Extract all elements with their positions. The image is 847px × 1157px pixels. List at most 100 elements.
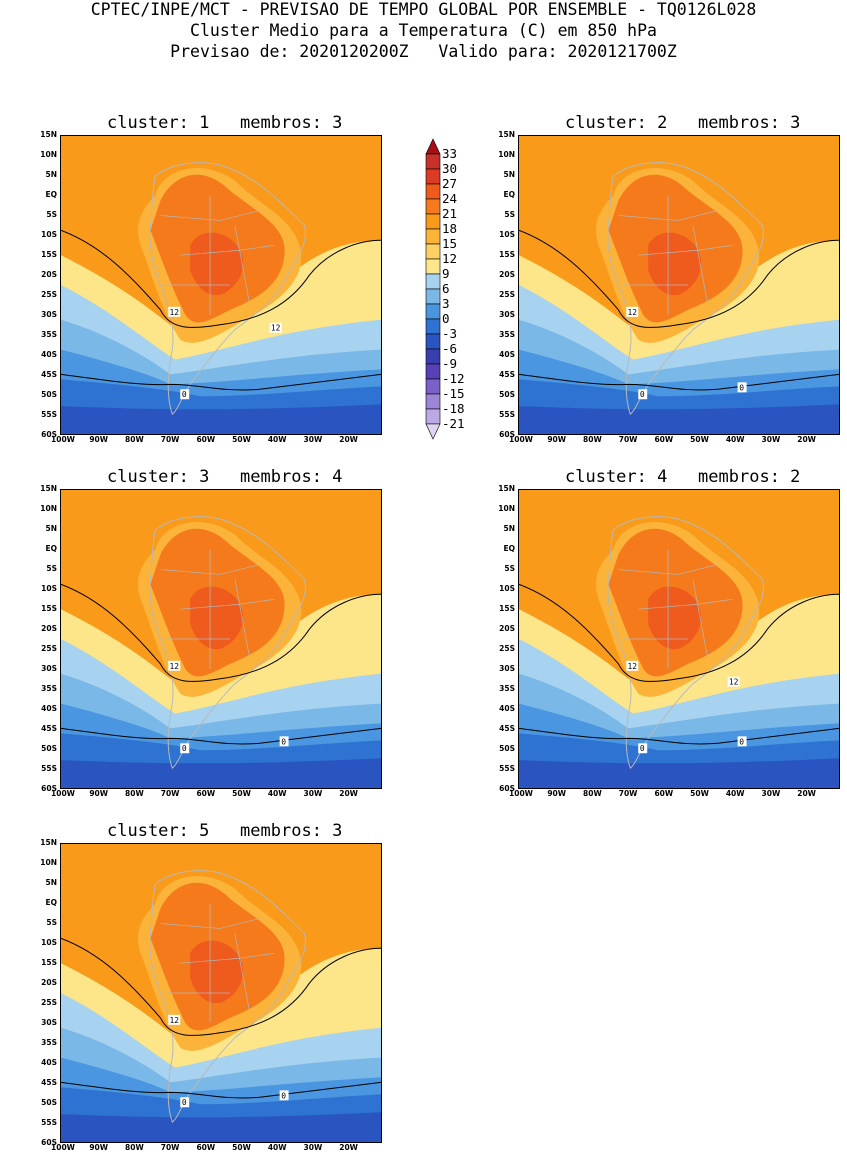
lat-tick-label: 10N [498,504,515,513]
lat-tick-label: 30S [41,1018,57,1027]
lon-tick-label: 90W [89,435,109,444]
colorbar-swatch [425,423,441,440]
lon-tick-label: 80W [125,435,144,444]
colorbar-label: -12 [442,371,465,386]
contour-12 [519,583,839,682]
lat-tick-label: 25S [41,290,57,299]
lon-tick-label: 30W [303,435,323,444]
colorbar-label: -21 [442,416,465,431]
lon-tick-label: 100W [51,1143,75,1152]
lat-tick-label: 25S [41,644,57,653]
lat-tick-label: 60S [41,784,57,793]
lat-tick-label: 5N [45,170,58,179]
lon-tick-label: 30W [761,435,781,444]
coastline [149,516,306,769]
lon-tick-label: 100W [51,789,75,798]
lon-tick-label: 20W [339,789,358,798]
lat-tick-label: 50S [499,390,515,399]
lat-tick-label: 60S [41,430,57,439]
colorbar-swatch [425,258,441,275]
svg-text:0: 0 [739,737,744,746]
lat-tick-label: 55S [499,764,515,773]
lat-tick-label: 50S [41,390,57,399]
lat-tick-label: 10S [41,230,57,239]
colorbar-label: -6 [442,341,458,356]
lon-tick-label: 40W [267,1143,287,1152]
lat-tick-label: 30S [499,664,515,673]
lat-tick-label: 5S [46,210,57,219]
contour-0 [519,373,839,391]
colorbar: 33 30 27 24 21 18 15 12 9 6 3 0 -3 -6 -9 -12 -15 -18 -21 [425,134,485,444]
map-panel-1: 12 12 0 15N 10N 5N EQ 5S 10S 15S 20S 25S 30S 35S 40… [40,130,382,444]
contour-12 [61,229,381,328]
lat-tick-label: 55S [41,764,57,773]
lat-tick-label: 5S [504,564,515,573]
lon-tick-label: 60W [196,435,216,444]
lat-tick-label: 25S [499,290,515,299]
lat-tick-label: 60S [41,1138,57,1147]
lon-tick-label: 30W [303,789,323,798]
map-panel-3: 12 0 0 15N 10N 5N EQ 5S 10S 15S 20S 25S 30S 35S 40S… [40,484,382,798]
lat-tick-label: 60S [499,784,515,793]
colorbar-label: 21 [442,206,458,221]
lat-tick-label: 45S [41,370,57,379]
band-m6 [61,404,381,434]
panel-title: cluster: 4 membros: 2 [565,467,801,487]
lat-tick-label: 5S [46,564,57,573]
map-panel-4: 12 12 0 0 15N 10N 5N EQ 5S 10S 15S 20S 25S 30S 35S… [498,484,840,798]
coastline [149,162,306,415]
svg-text:12: 12 [729,678,739,687]
band-m6 [519,404,839,434]
lat-tick-label: 20S [41,978,57,987]
lat-tick-label: 40S [499,704,515,713]
contour-0 [61,727,381,745]
svg-text:0: 0 [739,383,744,392]
lon-tick-label: 20W [797,789,816,798]
contour-0 [61,1081,381,1099]
lat-tick-label: 30S [41,310,57,319]
colorbar-swatch [425,333,441,350]
colorbar-label: -18 [442,401,465,416]
header-line1: CPTEC/INPE/MCT - PREVISAO DE TEMPO GLOBA… [90,0,757,19]
band-m6 [519,758,839,788]
lat-tick-label: 15N [40,838,57,847]
colorbar-swatch [425,213,441,230]
lat-tick-label: 15N [40,484,57,493]
colorbar-label: 24 [442,191,458,206]
lon-tick-label: 90W [89,1143,109,1152]
colorbar-label: -15 [442,386,465,401]
lon-tick-label: 70W [618,435,638,444]
lon-tick-label: 20W [339,1143,358,1152]
lat-tick-label: 40S [499,350,515,359]
band-24 [190,940,244,1004]
lat-tick-label: 25S [499,644,515,653]
panel-title: cluster: 1 membros: 3 [107,113,343,133]
lon-tick-label: 60W [654,789,674,798]
lat-tick-label: 5N [503,524,516,533]
lat-tick-label: 5N [45,878,58,887]
map-panel-5: 12 0 0 15N 10N 5N EQ 5S 10S 15S 20S 25S 30S 35S 40S… [40,838,382,1152]
lat-tick-label: 10N [498,150,515,159]
lat-tick-label: 55S [41,410,57,419]
colorbar-swatch [425,318,441,335]
lat-tick-label: EQ [45,544,58,553]
lat-tick-label: 40S [41,350,57,359]
contour-12 [519,229,839,328]
lon-tick-label: 60W [196,789,216,798]
contour-label-12: 12 [628,308,638,317]
coastline [607,516,764,769]
lat-tick-label: 15S [41,958,57,967]
lat-tick-label: 35S [499,330,515,339]
lat-tick-label: 35S [41,330,57,339]
lat-tick-label: 30S [499,310,515,319]
svg-text:0: 0 [640,744,645,753]
colorbar-label: -3 [442,326,458,341]
band-24 [648,232,702,296]
lon-tick-label: 80W [583,435,602,444]
lat-tick-label: 15N [498,484,515,493]
contour-12 [61,583,381,682]
band-24 [190,232,244,296]
lat-tick-label: 55S [499,410,515,419]
lon-tick-label: 20W [339,435,358,444]
lat-tick-label: 10S [41,938,57,947]
